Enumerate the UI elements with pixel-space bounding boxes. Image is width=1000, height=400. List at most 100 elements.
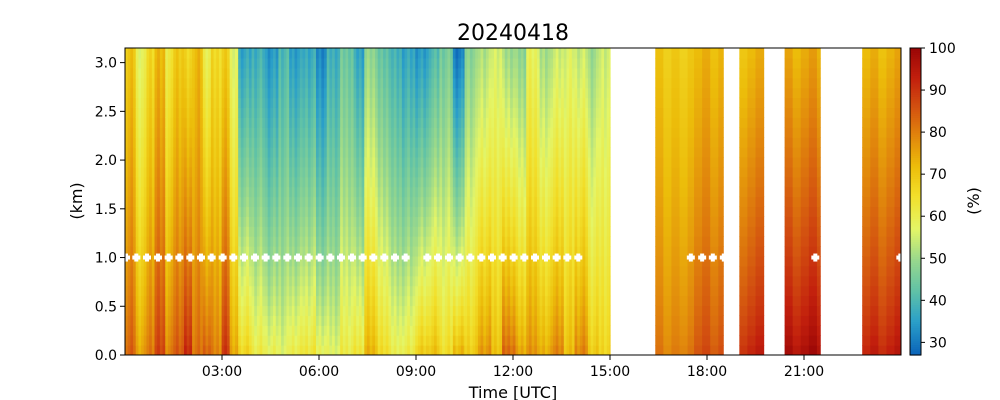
heatmap-cell — [318, 57, 322, 69]
heatmap-cell — [388, 127, 392, 138]
heatmap-cell — [385, 137, 390, 148]
heatmap-cell — [431, 255, 435, 267]
heatmap-cell — [278, 335, 282, 346]
heatmap-cell — [469, 186, 474, 198]
heatmap-cell — [518, 127, 522, 138]
heatmap-cell — [369, 255, 373, 267]
heatmap-cell — [159, 295, 164, 307]
heatmap-cell — [307, 285, 312, 297]
heatmap-cell — [256, 176, 261, 188]
heatmap-cell — [251, 77, 255, 89]
heatmap-cell — [531, 265, 535, 277]
heatmap-cell — [310, 67, 314, 79]
heatmap-cell — [444, 255, 449, 267]
heatmap-cell — [350, 117, 355, 128]
heatmap-cell — [326, 166, 331, 178]
heatmap-cell — [439, 275, 443, 287]
heatmap-cell — [377, 107, 381, 118]
heatmap-cell — [523, 325, 527, 336]
heatmap-cell — [452, 48, 457, 59]
heatmap-cell — [472, 196, 476, 208]
heatmap-cell — [356, 117, 360, 128]
heatmap-cell — [149, 255, 153, 267]
heatmap-cell — [491, 315, 495, 326]
heatmap-cell — [143, 77, 148, 89]
heatmap-cell — [350, 196, 355, 208]
heatmap-cell — [256, 48, 261, 59]
heatmap-cell — [178, 315, 182, 326]
heatmap-cell — [542, 107, 546, 118]
heatmap-cell — [420, 335, 424, 346]
heatmap-cell — [550, 137, 554, 148]
heatmap-cell — [436, 176, 441, 188]
heatmap-cell — [393, 57, 398, 69]
heatmap-cell — [151, 147, 156, 158]
heatmap-cell — [385, 236, 390, 247]
heatmap-cell — [324, 246, 328, 257]
heatmap-cell — [229, 275, 233, 287]
heatmap-cell — [334, 117, 339, 128]
heatmap-cell — [159, 236, 164, 247]
heatmap-cell — [297, 117, 301, 128]
heatmap-cell — [224, 107, 228, 118]
heatmap-cell — [401, 216, 406, 227]
heatmap-cell — [342, 216, 347, 227]
heatmap-cell — [232, 295, 236, 307]
heatmap-cell — [464, 67, 468, 79]
heatmap-cell — [358, 117, 363, 128]
heatmap-cell — [213, 48, 217, 59]
heatmap-cell — [423, 345, 427, 355]
heatmap-cell — [146, 196, 150, 208]
heatmap-cell — [162, 176, 166, 188]
heatmap-cell — [157, 236, 161, 247]
heatmap-cell — [240, 325, 245, 336]
heatmap-cell — [318, 295, 322, 307]
heatmap-cell — [151, 226, 156, 237]
heatmap-cell — [167, 127, 172, 138]
heatmap-cell — [186, 295, 190, 307]
heatmap-cell — [270, 236, 274, 247]
heatmap-cell — [477, 176, 482, 188]
heatmap-cell — [372, 295, 376, 307]
heatmap-cell — [154, 275, 158, 287]
heatmap-cell — [170, 196, 174, 208]
heatmap-cell — [442, 196, 446, 208]
heatmap-cell — [262, 87, 266, 99]
heatmap-cell — [380, 57, 384, 69]
heatmap-cell — [297, 325, 301, 336]
heatmap-cell — [436, 137, 441, 148]
heatmap-cell — [243, 77, 247, 89]
heatmap-cell — [321, 226, 325, 237]
heatmap-cell — [380, 305, 384, 316]
heatmap-cell — [302, 315, 306, 326]
heatmap-cell — [399, 117, 403, 128]
heatmap-cell — [536, 295, 541, 307]
heatmap-cell — [318, 325, 322, 336]
heatmap-cell — [444, 295, 449, 307]
heatmap-cell — [186, 67, 190, 79]
heatmap-cell — [305, 285, 309, 297]
heatmap-cell — [345, 216, 349, 227]
heatmap-cell — [542, 156, 546, 168]
heatmap-cell — [159, 147, 164, 158]
heatmap-cell — [350, 305, 355, 316]
heatmap-cell — [165, 315, 169, 326]
heatmap-cell — [189, 156, 193, 168]
heatmap-cell — [141, 335, 145, 346]
heatmap-cell — [324, 275, 328, 287]
heatmap-cell — [170, 335, 174, 346]
heatmap-cell — [475, 345, 479, 355]
heatmap-cell — [162, 206, 166, 217]
heatmap-cell — [262, 127, 266, 138]
heatmap-cell — [463, 335, 466, 346]
heatmap-cell — [337, 77, 341, 89]
heatmap-cell — [194, 275, 199, 287]
heatmap-cell — [173, 255, 177, 267]
heatmap-cell — [202, 176, 207, 188]
heatmap-cell — [133, 265, 137, 277]
heatmap-cell — [151, 77, 156, 89]
heatmap-cell — [512, 186, 517, 198]
heatmap-cell — [485, 246, 490, 257]
heatmap-cell — [434, 206, 438, 217]
heatmap-cell — [251, 315, 255, 326]
